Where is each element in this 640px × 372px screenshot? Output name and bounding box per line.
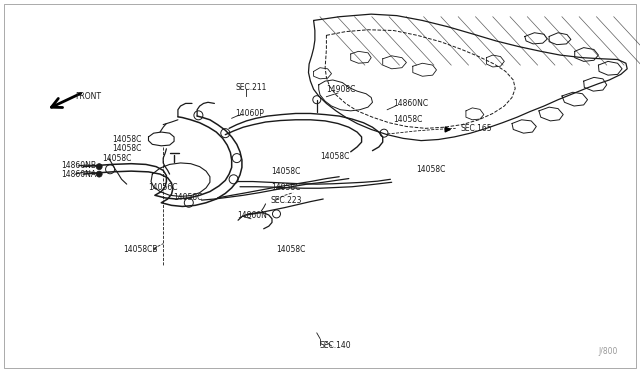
Text: 14860NA: 14860NA: [61, 170, 97, 179]
Text: 14058C: 14058C: [393, 115, 422, 124]
Text: 14058C: 14058C: [102, 154, 132, 163]
Text: 14058C: 14058C: [271, 167, 300, 176]
Text: 14058C: 14058C: [416, 165, 445, 174]
Text: 14060P: 14060P: [236, 109, 264, 118]
Text: SEC.223: SEC.223: [271, 196, 302, 205]
Text: 14908C: 14908C: [326, 85, 356, 94]
Text: 14860NC: 14860NC: [393, 99, 428, 108]
Text: SEC.211: SEC.211: [236, 83, 267, 92]
Text: SEC.140: SEC.140: [320, 341, 351, 350]
Text: 14058C: 14058C: [173, 193, 202, 202]
Text: 14058C: 14058C: [320, 152, 349, 161]
Text: 14860NB: 14860NB: [61, 161, 97, 170]
Text: 14058C: 14058C: [112, 135, 141, 144]
Text: 14058C: 14058C: [112, 144, 141, 153]
Text: J/800: J/800: [598, 347, 618, 356]
Text: 14058CB: 14058CB: [124, 246, 158, 254]
Circle shape: [96, 164, 102, 170]
Circle shape: [96, 171, 102, 177]
Text: 14860N: 14860N: [237, 211, 267, 220]
Text: 14058C: 14058C: [276, 246, 306, 254]
Text: FRONT: FRONT: [76, 92, 102, 101]
Text: SEC.165: SEC.165: [461, 124, 492, 133]
Text: 14058C: 14058C: [271, 183, 300, 192]
Text: 14056C: 14056C: [148, 183, 178, 192]
